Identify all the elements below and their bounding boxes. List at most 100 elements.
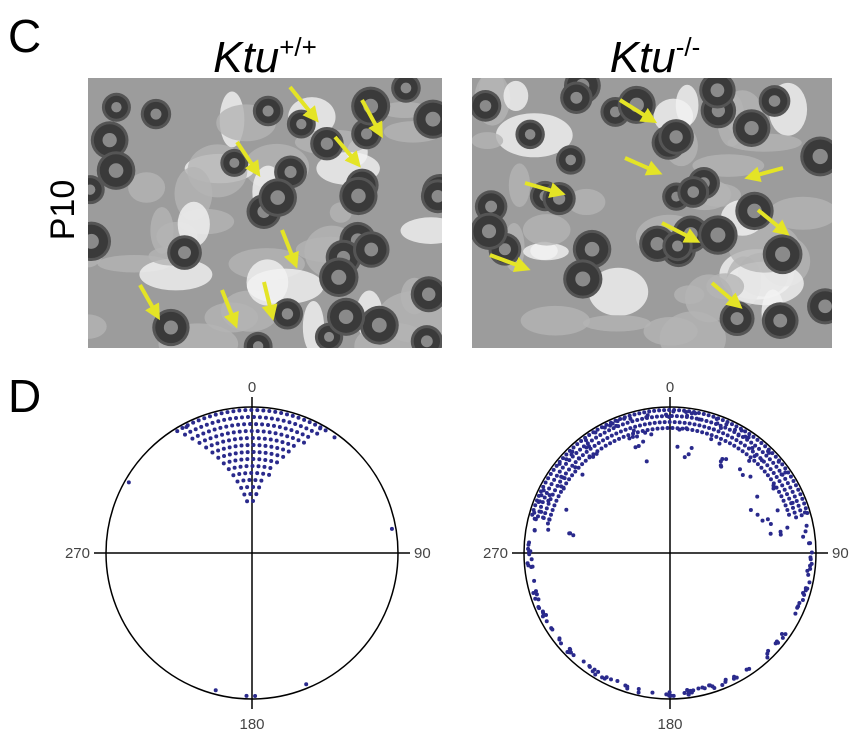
dot	[660, 414, 664, 418]
dot	[805, 569, 809, 573]
dot	[278, 425, 282, 429]
dot	[268, 430, 272, 434]
nucleus-core	[331, 270, 346, 285]
dot	[719, 459, 723, 463]
dot	[680, 415, 684, 419]
dot	[293, 422, 297, 426]
dot	[262, 465, 266, 469]
dot	[622, 435, 626, 439]
dot	[642, 410, 646, 414]
nucleus-core	[775, 247, 790, 262]
dot	[194, 427, 198, 431]
dot	[774, 641, 778, 645]
dot	[702, 425, 706, 429]
tissue-patch	[644, 317, 698, 346]
dot	[569, 453, 573, 457]
dot	[269, 459, 273, 463]
dot	[751, 450, 755, 454]
nucleus-core	[364, 243, 378, 257]
genotype: +/+	[279, 32, 317, 62]
dot	[238, 430, 242, 434]
dot	[201, 432, 205, 436]
gene: Ktu	[213, 33, 279, 82]
dot	[791, 506, 795, 510]
dot	[587, 444, 591, 448]
dot	[527, 552, 531, 556]
dot	[264, 416, 268, 420]
dot	[533, 503, 537, 507]
dot	[682, 691, 686, 695]
dot	[257, 443, 261, 447]
dot	[254, 492, 258, 496]
angle-label: 90	[832, 545, 849, 562]
dot	[777, 490, 781, 494]
dot	[808, 541, 812, 545]
column-title: Ktu-/-	[610, 32, 701, 82]
dot	[747, 432, 751, 436]
dot	[622, 417, 626, 421]
dot	[760, 458, 764, 462]
dot	[251, 464, 255, 468]
dot	[233, 458, 237, 462]
nucleus-core	[339, 310, 353, 324]
dot	[203, 438, 207, 442]
dot	[800, 513, 804, 517]
dot	[221, 440, 225, 444]
dot	[226, 431, 230, 435]
dot	[568, 647, 572, 651]
dot	[603, 677, 607, 681]
dot	[541, 485, 545, 489]
dot	[282, 419, 286, 423]
dot	[610, 434, 614, 438]
dot	[793, 511, 797, 515]
dot	[563, 476, 567, 480]
dot	[209, 436, 213, 440]
dot	[751, 435, 755, 439]
dot	[531, 591, 535, 595]
dot	[590, 438, 594, 442]
dot	[796, 488, 800, 492]
nucleus-core	[525, 129, 536, 140]
dot	[239, 486, 243, 490]
dot	[697, 423, 701, 427]
dot	[245, 694, 249, 698]
dot	[214, 688, 218, 692]
dot	[333, 435, 337, 439]
dot	[591, 455, 595, 459]
dot	[774, 455, 778, 459]
dot	[711, 684, 715, 688]
dot	[234, 444, 238, 448]
dot	[242, 422, 246, 426]
dot	[207, 429, 211, 433]
dot	[199, 425, 203, 429]
nucleus-core	[361, 128, 372, 139]
dot	[778, 469, 782, 473]
dot	[688, 689, 692, 693]
angle-label: 0	[248, 379, 256, 396]
dot	[687, 452, 691, 456]
dot	[306, 435, 310, 439]
dot	[197, 441, 201, 445]
dot	[587, 433, 591, 437]
dot	[184, 425, 188, 429]
dot	[774, 465, 778, 469]
dot	[779, 530, 783, 534]
dot	[175, 429, 179, 433]
dot	[263, 458, 267, 462]
dot	[775, 475, 779, 479]
dot	[719, 426, 723, 430]
dot	[245, 457, 249, 461]
dot	[236, 423, 240, 427]
dot	[274, 431, 278, 435]
dot	[281, 448, 285, 452]
angle-label: 180	[239, 716, 264, 733]
dot	[810, 562, 814, 566]
dot	[730, 422, 734, 426]
figure-canvas: C Ktu+/+ Ktu-/- P10 D 090180270090180270	[0, 0, 860, 744]
dot	[532, 511, 536, 515]
dot	[719, 437, 723, 441]
dot	[531, 565, 535, 569]
dot	[268, 466, 272, 470]
dot	[736, 433, 740, 437]
nucleus-core	[425, 112, 440, 127]
